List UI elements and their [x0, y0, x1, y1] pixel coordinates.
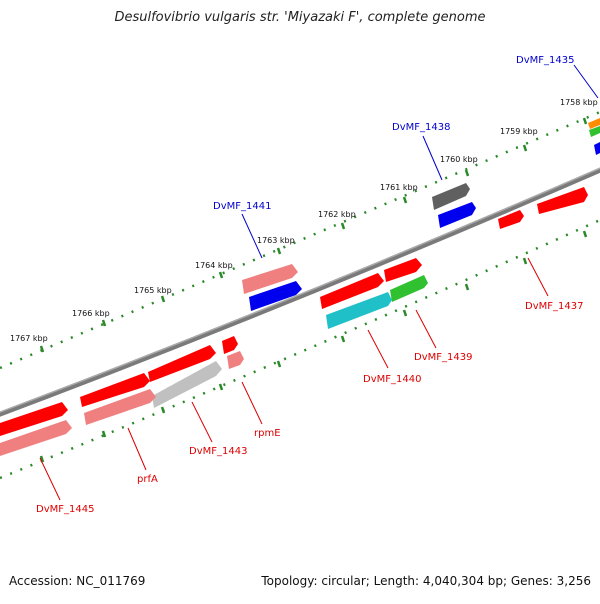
scale-tick [218, 383, 224, 391]
leader-line [241, 381, 263, 425]
gene-feature-prfa [84, 389, 156, 425]
scale-tick [340, 335, 346, 343]
scale-tick [101, 430, 107, 438]
genome-backbone [0, 167, 600, 417]
scale-tick [39, 345, 45, 353]
scale-label: 1760 kbp [440, 155, 478, 164]
gene-label-dvmf-1443: DvMF_1443 [189, 446, 247, 457]
leader-line [527, 257, 549, 297]
scale-label: 1766 kbp [72, 309, 110, 318]
gene-feature-dvmf-1440 [326, 292, 392, 329]
gene-feature-dvmf-1437 [498, 210, 524, 229]
leader-line [367, 329, 389, 369]
scale-label: 1761 kbp [380, 183, 418, 192]
gene-label-dvmf-1441: DvMF_1441 [213, 201, 271, 212]
scale-tick [582, 230, 588, 238]
gene-feature-red [384, 258, 422, 282]
scale-tick [522, 144, 528, 152]
gene-feature-pink-small [227, 351, 244, 369]
scale-tick [160, 406, 166, 414]
scale-label: 1763 kbp [257, 236, 295, 245]
leader-line [127, 427, 147, 471]
gene-feature-dvmf-1439 [390, 275, 428, 302]
leader-line [39, 457, 61, 501]
scale-tick [340, 222, 346, 230]
gene-label-dvmf-1435: DvMF_1435 [516, 55, 574, 66]
leader-line [422, 135, 443, 181]
scale-tick [582, 117, 588, 125]
scale-tick [160, 295, 166, 303]
scale-tick [276, 360, 282, 368]
gene-feature-dvmf-1441-pink [242, 264, 298, 294]
leader-line [241, 213, 263, 259]
scale-tick [522, 257, 528, 265]
gene-feature-red [0, 402, 68, 436]
scale-tick [464, 283, 470, 291]
gene-feature-dvmf-1445 [0, 420, 72, 456]
scale-label: 1759 kbp [500, 127, 538, 136]
accession-label: Accession: NC_011769 [9, 574, 146, 588]
gene-label-dvmf-1438: DvMF_1438 [392, 122, 450, 133]
scale-label: 1758 kbp [560, 98, 598, 107]
gene-feature-rpme [222, 336, 238, 354]
gene-feature-dvmf-1443 [152, 361, 222, 408]
scale-ruler-outer [0, 110, 600, 370]
gene-feature-red [537, 187, 588, 214]
scale-tick [101, 319, 107, 327]
scale-tick [276, 247, 282, 255]
gene-label-dvmf-1437: DvMF_1437 [525, 301, 583, 312]
gene-feature-dvmf-1441-blue [249, 281, 302, 311]
gene-feature-dvmf-1438-gray [432, 183, 470, 210]
scale-label: 1767 kbp [10, 334, 48, 343]
gene-label-dvmf-1439: DvMF_1439 [414, 352, 472, 363]
scale-ruler-inner [0, 218, 600, 480]
gene-label-dvmf-1445: DvMF_1445 [36, 504, 94, 515]
map-title: Desulfovibrio vulgaris str. 'Miyazaki F'… [114, 10, 486, 25]
leader-line [573, 64, 599, 99]
scale-tick [464, 169, 470, 177]
scale-tick [402, 196, 408, 204]
gene-feature-red [320, 273, 384, 309]
gene-feature-green [589, 126, 600, 137]
gene-feature-orange [588, 118, 600, 129]
gene-feature-red [80, 373, 150, 407]
scale-tick [218, 271, 224, 279]
scale-tick [402, 309, 408, 317]
scale-label: 1762 kbp [318, 210, 356, 219]
leader-line [191, 401, 213, 443]
gene-feature-blue [594, 142, 600, 155]
gene-label-rpme: rpmE [254, 428, 281, 439]
scale-tick [39, 455, 45, 463]
gene-feature-dvmf-1438-blue [438, 202, 476, 228]
scale-label: 1765 kbp [134, 286, 172, 295]
leader-line [415, 309, 437, 349]
scale-label: 1764 kbp [195, 261, 233, 270]
gene-feature-red [148, 345, 216, 382]
genome-summary: Topology: circular; Length: 4,040,304 bp… [261, 574, 591, 588]
gene-label-prfa: prfA [137, 474, 158, 485]
gene-label-dvmf-1440: DvMF_1440 [363, 374, 421, 385]
